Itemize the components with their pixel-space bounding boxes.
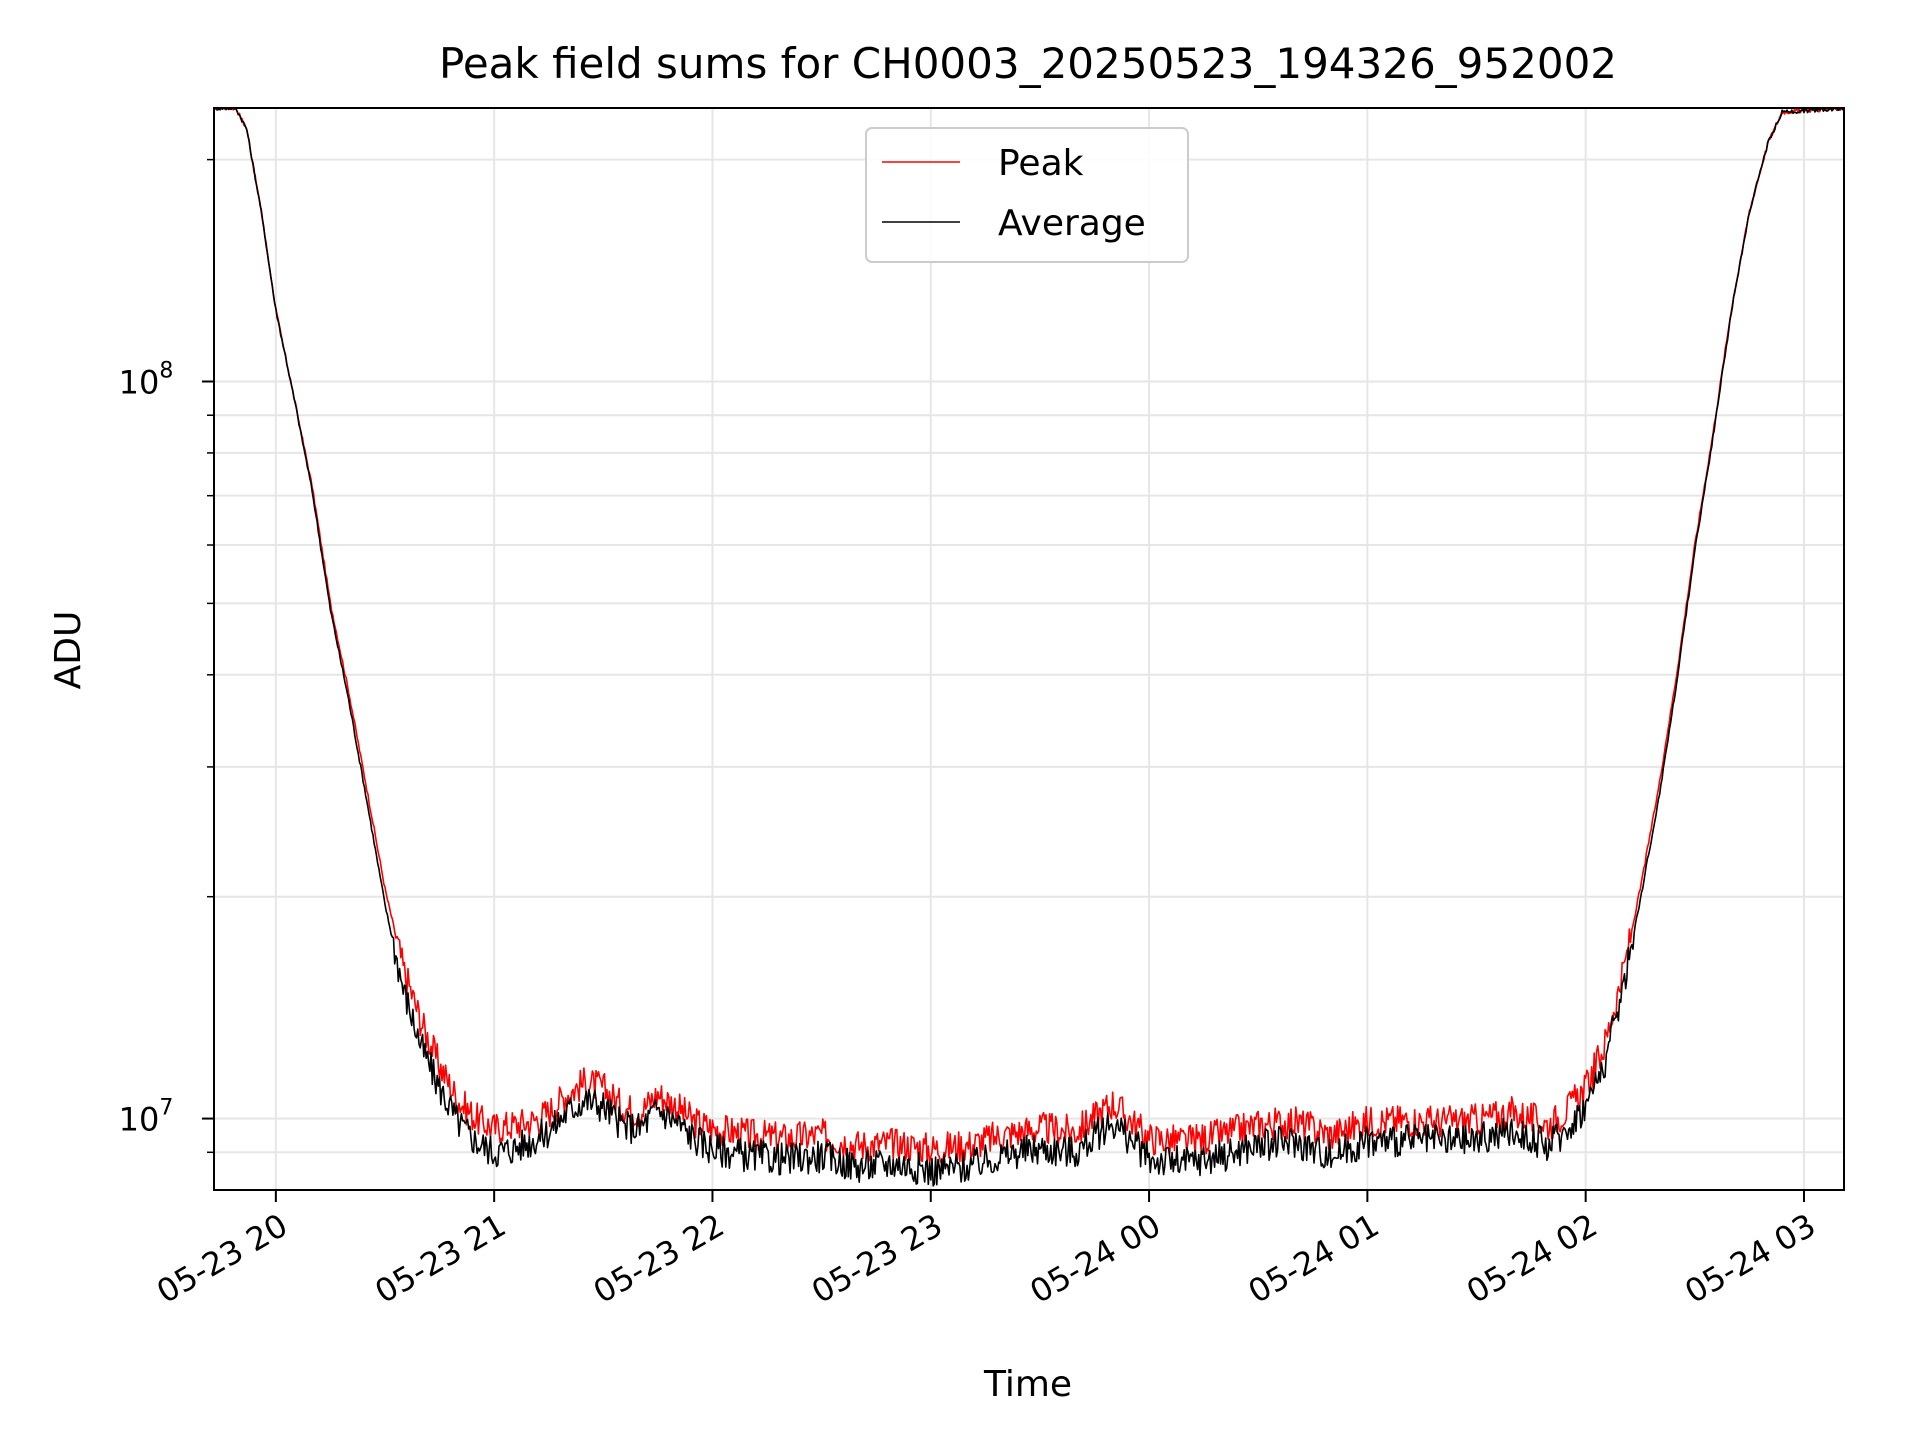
y-axis-label: ADU <box>48 611 89 690</box>
y-tick-exponent: 7 <box>159 1096 173 1121</box>
series-line-peak <box>214 107 1845 1164</box>
series-layer <box>213 107 1845 1187</box>
grid-layer <box>214 108 1844 1190</box>
legend: Peak Average <box>865 127 1189 263</box>
x-axis-label: Time <box>983 1364 1072 1405</box>
series-line-average <box>213 107 1845 1187</box>
chart-title: Peak field sums for CH0003_20250523_1943… <box>439 39 1617 88</box>
plot-frame <box>213 107 1845 1191</box>
y-tick-exponent: 8 <box>159 359 173 384</box>
legend-label-peak: Peak <box>998 143 1084 184</box>
legend-label-average: Average <box>998 203 1146 244</box>
